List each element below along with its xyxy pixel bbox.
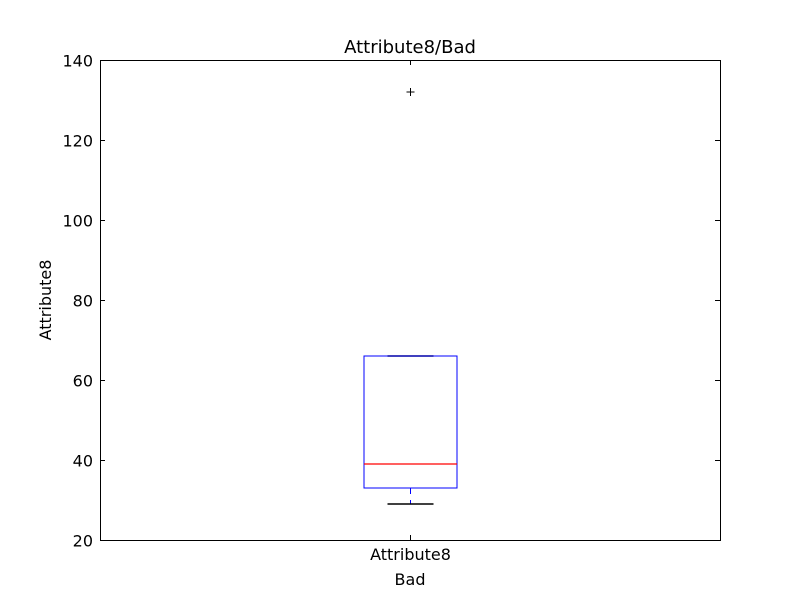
y-tick-label: 100 (62, 212, 93, 231)
outlier-point (406, 88, 415, 96)
y-axis-label: Attribute8 (36, 260, 55, 341)
y-tick-label: 120 (62, 132, 93, 151)
plot-area (100, 60, 721, 541)
y-tick-label: 80 (73, 292, 93, 311)
y-tick-label: 20 (73, 532, 93, 551)
box-iqr (363, 355, 458, 489)
y-tick-label: 40 (73, 452, 93, 471)
x-axis: Attribute8 (370, 60, 451, 564)
chart-title: Attribute8/Bad (344, 37, 476, 58)
y-axis: 20 40 60 80 100 120 140 (62, 52, 720, 551)
y-tick-label: 140 (62, 52, 93, 71)
x-axis-label: Bad (395, 570, 426, 589)
y-tick-label: 60 (73, 372, 93, 391)
x-tick-label: Attribute8 (370, 545, 451, 564)
box-series (363, 88, 458, 505)
